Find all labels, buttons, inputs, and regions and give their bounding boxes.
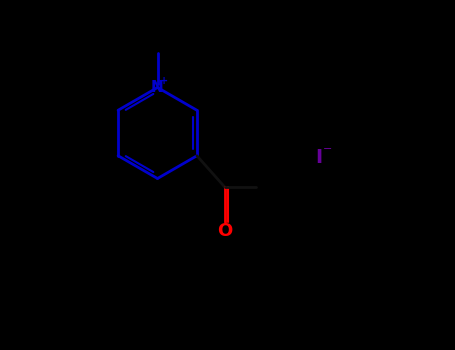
- Text: O: O: [217, 222, 233, 240]
- Text: N: N: [151, 80, 164, 95]
- Text: +: +: [160, 76, 168, 86]
- Text: I: I: [315, 148, 322, 167]
- Text: −: −: [323, 144, 332, 154]
